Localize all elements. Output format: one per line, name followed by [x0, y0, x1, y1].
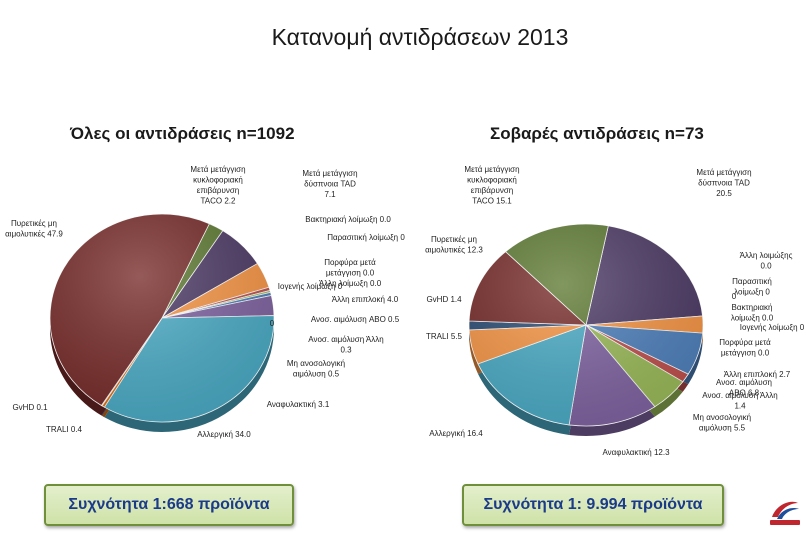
right-pie-data-label: Μετά μετάγγιση δύσπνοια TAD 20.5 [696, 168, 751, 198]
left-pie-data-label: Ιογενής λοίμωξη 0 [278, 282, 343, 291]
left-pie-data-label: Αναφυλακτική 3.1 [267, 400, 330, 409]
right-pie-data-label: Παρασιτική λοίμωξη 0 [732, 277, 772, 297]
right-pie-labels: Μετά μετάγγιση δύσπνοια TAD 20.5 Άλλη λοιμώ… [425, 165, 805, 457]
page-title: Κατανομή αντιδράσεων 2013 [271, 24, 569, 50]
left-pie-data-label: Πυρετικές μη αιμολυτικές 47.9 [5, 219, 63, 239]
left-pie-chart [49, 213, 275, 432]
left-pie-data-label: Ανοσ. αιμόλυση Άλλη 0.3 [308, 335, 383, 355]
right-pie-data-label: Πορφύρα μετά μετάγγιση 0.0 [719, 338, 771, 358]
left-pie-data-label: Μετά μετάγγιση κυκλοφοριακή επιβάρυνση TACO… [190, 165, 245, 206]
left-pie-labels: Μετά μετάγγιση κυκλοφοριακή επιβάρυνση TACO… [5, 165, 405, 439]
keelpno-logo-icon [770, 501, 800, 525]
left-pie-data-label: Μη ανοσολογική αιμόλυση 0.5 [287, 359, 345, 379]
left-pie-data-label: Άλλη λοίμωξη 0.0 [319, 279, 382, 288]
right-pie-data-label: Άλλη λοιμώξης 0.0 [740, 251, 793, 271]
left-pie-data-label: Αλλεργική 34.0 [197, 430, 251, 439]
right-pie-data-label: Ανοσ. αιμόλυση ABO 6.8 [716, 378, 772, 398]
frequency-box-right: Συχνότητα 1: 9.994 προϊόντα [462, 484, 724, 526]
left-pie-data-label: Ανοσ. αιμόλυση ABO 0.5 [311, 315, 400, 324]
right-pie-data-label: 0 [732, 292, 737, 301]
right-pie-data-label: Πυρετικές μη αιμολυτικές 12.3 [425, 235, 483, 255]
left-pie-data-label: TRALI 0.4 [46, 425, 83, 434]
right-pie-data-label: Βακτηριακή λοίμωξη 0.0 [731, 303, 774, 323]
left-pie-data-label: Παρασιτική λοίμωξη 0 [327, 233, 405, 242]
left-chart-title: Όλες οι αντιδράσεις n=1092 [70, 124, 295, 143]
left-pie-data-label: Βακτηριακή λοίμωξη 0.0 [305, 215, 391, 224]
right-pie-data-label: TRALI 5.5 [426, 332, 463, 341]
left-pie-data-label: GvHD 0.1 [12, 403, 48, 412]
left-pie-data-label: Άλλη επιπλοκή 4.0 [332, 295, 399, 304]
right-pie-data-label: Ιογενής λοίμωξη 0 [740, 323, 805, 332]
right-pie-data-label: GvHD 1.4 [426, 295, 462, 304]
right-pie-data-label: Μετά μετάγγιση κυκλοφοριακή επιβάρυνση TACO… [464, 165, 519, 206]
right-pie-data-label: Αναφυλακτική 12.3 [602, 448, 670, 457]
right-pie-data-label: Άλλη επιπλοκή 2.7 [724, 370, 791, 379]
right-chart-title: Σοβαρές αντιδράσεις n=73 [490, 124, 704, 143]
right-pie-data-label: Μη ανοσολογική αιμόλυση 5.5 [693, 413, 751, 433]
left-pie-data-label: Μετά μετάγγιση δύσπνοια TAD 7.1 [302, 169, 357, 199]
right-pie-chart [468, 223, 704, 436]
right-pie-data-label: Αλλεργική 16.4 [429, 429, 483, 438]
frequency-box-left: Συχνότητα 1:668 προϊόντα [44, 484, 294, 526]
right-pie-data-label: Ανοσ. αιμόλυση Άλλη 1.4 [702, 391, 777, 411]
left-pie-data-label: Πορφύρα μετά μετάγγιση 0.0 [324, 258, 376, 278]
charts-canvas: Μετά μετάγγιση κυκλοφοριακή επιβάρυνση TACO… [5, 165, 805, 457]
left-pie-data-label: 0 [270, 319, 275, 328]
